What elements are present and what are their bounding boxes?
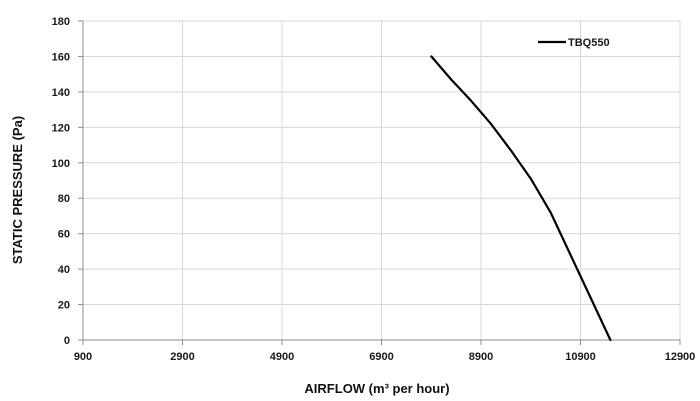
series-line: [430, 55, 612, 342]
y-tick-label: 40: [58, 264, 70, 276]
x-tick-label: 900: [74, 351, 92, 363]
x-tick-label: 6900: [369, 351, 393, 363]
plot-frame: [78, 20, 681, 345]
y-tick-labels: 0 20 40 60 80 100 120 140 160 180: [52, 16, 70, 347]
x-tick-label: 12900: [665, 351, 696, 363]
y-tick-label: 120: [52, 122, 70, 134]
grid: [82, 20, 681, 341]
x-tick-label: 10900: [565, 351, 596, 363]
x-tick-label: 8900: [469, 351, 493, 363]
y-axis-title: STATIC PRESSURE (Pa): [10, 116, 25, 264]
y-tick-label: 180: [52, 16, 70, 28]
legend: TBQ550: [538, 37, 610, 49]
x-tick-label: 2900: [170, 351, 194, 363]
y-tick-label: 0: [64, 335, 70, 347]
y-tick-label: 20: [58, 300, 70, 312]
x-axis-title: AIRFLOW (m³ per hour): [304, 381, 449, 396]
y-tick-label: 60: [58, 229, 70, 241]
y-tick-label: 160: [52, 51, 70, 63]
series-layer: [430, 55, 612, 342]
x-tick-label: 4900: [270, 351, 294, 363]
x-tick-labels: 900 2900 4900 6900 8900 10900 12900: [74, 351, 695, 363]
y-tick-label: 100: [52, 158, 70, 170]
y-tick-label: 80: [58, 193, 70, 205]
y-tick-label: 140: [52, 87, 70, 99]
legend-label: TBQ550: [568, 37, 610, 49]
